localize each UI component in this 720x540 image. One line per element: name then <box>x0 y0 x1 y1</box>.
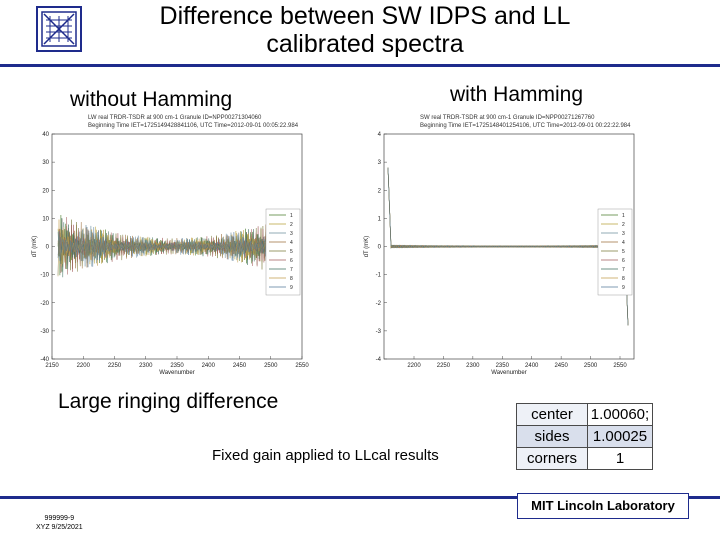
y-tick-label: -2 <box>376 301 382 307</box>
label-with-hamming: with Hamming <box>450 83 584 106</box>
y-tick-label: 4 <box>378 132 382 138</box>
legend-label: 4 <box>622 240 625 246</box>
y-tick-label: -30 <box>40 329 49 335</box>
plot-with-hamming: SW real TRDR-TSDR at 900 cm-1 Granule ID… <box>360 112 660 387</box>
footer-code-line-1: 999999-9 <box>44 515 75 522</box>
legend-label: 8 <box>622 276 625 282</box>
x-tick-label: 2300 <box>139 363 153 369</box>
x-tick-label: 2400 <box>525 363 539 369</box>
legend-label: 5 <box>290 249 293 255</box>
x-tick-label: 2550 <box>295 363 309 369</box>
x-tick-label: 2150 <box>45 363 59 369</box>
legend-label: 4 <box>290 240 293 246</box>
y-tick-label: 10 <box>42 216 49 222</box>
gain-value-cell: 1 <box>587 447 653 470</box>
legend-box <box>265 208 301 296</box>
y-tick-label: 30 <box>42 160 49 166</box>
table-row: sides 1.00025 <box>516 425 653 448</box>
y-tick-label: -3 <box>376 329 382 335</box>
y-axis-label: dT (mK) <box>364 236 370 258</box>
x-tick-label: 2500 <box>584 363 598 369</box>
y-tick-label: 20 <box>42 188 49 194</box>
x-tick-label: 2550 <box>613 363 627 369</box>
ringing-caption: Large ringing difference <box>58 390 279 413</box>
legend-label: 6 <box>290 258 293 264</box>
y-tick-label: 1 <box>378 216 382 222</box>
legend-label: 2 <box>622 222 625 228</box>
y-tick-label: -10 <box>40 273 49 279</box>
y-axis-label: dT (mK) <box>32 236 38 258</box>
title-line-1: Difference between SW IDPS and LL <box>159 2 571 30</box>
y-tick-label: 0 <box>378 245 382 251</box>
fixed-gain-caption: Fixed gain applied to LLcal results <box>212 447 439 464</box>
header-rule <box>0 64 720 67</box>
y-tick-label: 2 <box>378 188 382 194</box>
footer-code-line-2: XYZ 9/25/2021 <box>36 524 83 531</box>
legend-label: 3 <box>622 231 625 237</box>
x-tick-label: 2350 <box>170 363 184 369</box>
footer-code: 999999-9 XYZ 9/25/2021 <box>36 514 83 532</box>
x-tick-label: 2450 <box>554 363 568 369</box>
legend-label: 6 <box>622 258 625 264</box>
table-row: corners 1 <box>516 447 653 470</box>
y-tick-label: -40 <box>40 357 49 363</box>
x-axis-label: Wavenumber <box>491 370 526 376</box>
legend-label: 9 <box>622 285 625 291</box>
footer-org-label: MIT Lincoln Laboratory <box>517 493 689 519</box>
gain-name-cell: sides <box>516 425 588 448</box>
chart-header-line-1: LW real TRDR-TSDR at 900 cm-1 Granule ID… <box>88 115 262 121</box>
chart-without-hamming: LW real TRDR-TSDR at 900 cm-1 Granule ID… <box>32 115 309 376</box>
chart-header-line-1: SW real TRDR-TSDR at 900 cm-1 Granule ID… <box>420 115 595 121</box>
chart-with-hamming: SW real TRDR-TSDR at 900 cm-1 Granule ID… <box>364 115 635 376</box>
label-without-hamming: without Hamming <box>70 88 233 111</box>
legend-label: 1 <box>622 213 625 219</box>
legend-label: 7 <box>622 267 625 273</box>
y-tick-label: 40 <box>42 132 49 138</box>
gain-name-cell: corners <box>516 447 588 470</box>
legend-label: 3 <box>290 231 293 237</box>
x-tick-label: 2400 <box>202 363 216 369</box>
chart-header-line-2: Beginning Time IET=1725148401254106, UTC… <box>420 123 631 129</box>
mit-ll-logo-icon <box>36 6 82 52</box>
gain-name-cell: center <box>516 403 588 426</box>
gain-value-cell: 1.00025 <box>587 425 653 448</box>
x-tick-label: 2450 <box>233 363 247 369</box>
x-tick-label: 2300 <box>466 363 480 369</box>
x-tick-label: 2200 <box>407 363 421 369</box>
plot-without-hamming: LW real TRDR-TSDR at 900 cm-1 Granule ID… <box>28 112 328 387</box>
gain-table: center 1.00060; sides 1.00025 corners 1 <box>516 403 653 470</box>
legend-box <box>597 208 633 296</box>
x-axis-label: Wavenumber <box>159 370 194 376</box>
x-tick-label: 2200 <box>77 363 91 369</box>
table-row: center 1.00060; <box>516 403 653 426</box>
chart-header-line-2: Beginning Time IET=1725149428841106, UTC… <box>88 123 299 129</box>
x-tick-label: 2250 <box>108 363 122 369</box>
y-tick-label: -20 <box>40 301 49 307</box>
footer-rule <box>0 496 720 499</box>
title-line-2: calibrated spectra <box>266 30 464 58</box>
x-tick-label: 2500 <box>264 363 278 369</box>
x-tick-label: 2250 <box>437 363 451 369</box>
series-line <box>387 167 629 326</box>
legend-label: 7 <box>290 267 293 273</box>
slide-title: Difference between SW IDPS and LL calibr… <box>100 2 630 58</box>
legend-label: 2 <box>290 222 293 228</box>
legend-label: 5 <box>622 249 625 255</box>
legend-label: 8 <box>290 276 293 282</box>
y-tick-label: -1 <box>376 273 382 279</box>
y-tick-label: 0 <box>46 245 50 251</box>
x-tick-label: 2350 <box>496 363 510 369</box>
y-tick-label: -4 <box>376 357 382 363</box>
series-line <box>57 217 291 275</box>
y-tick-label: 3 <box>378 160 382 166</box>
legend-label: 1 <box>290 213 293 219</box>
gain-value-cell: 1.00060; <box>587 403 653 426</box>
legend-label: 9 <box>290 285 293 291</box>
